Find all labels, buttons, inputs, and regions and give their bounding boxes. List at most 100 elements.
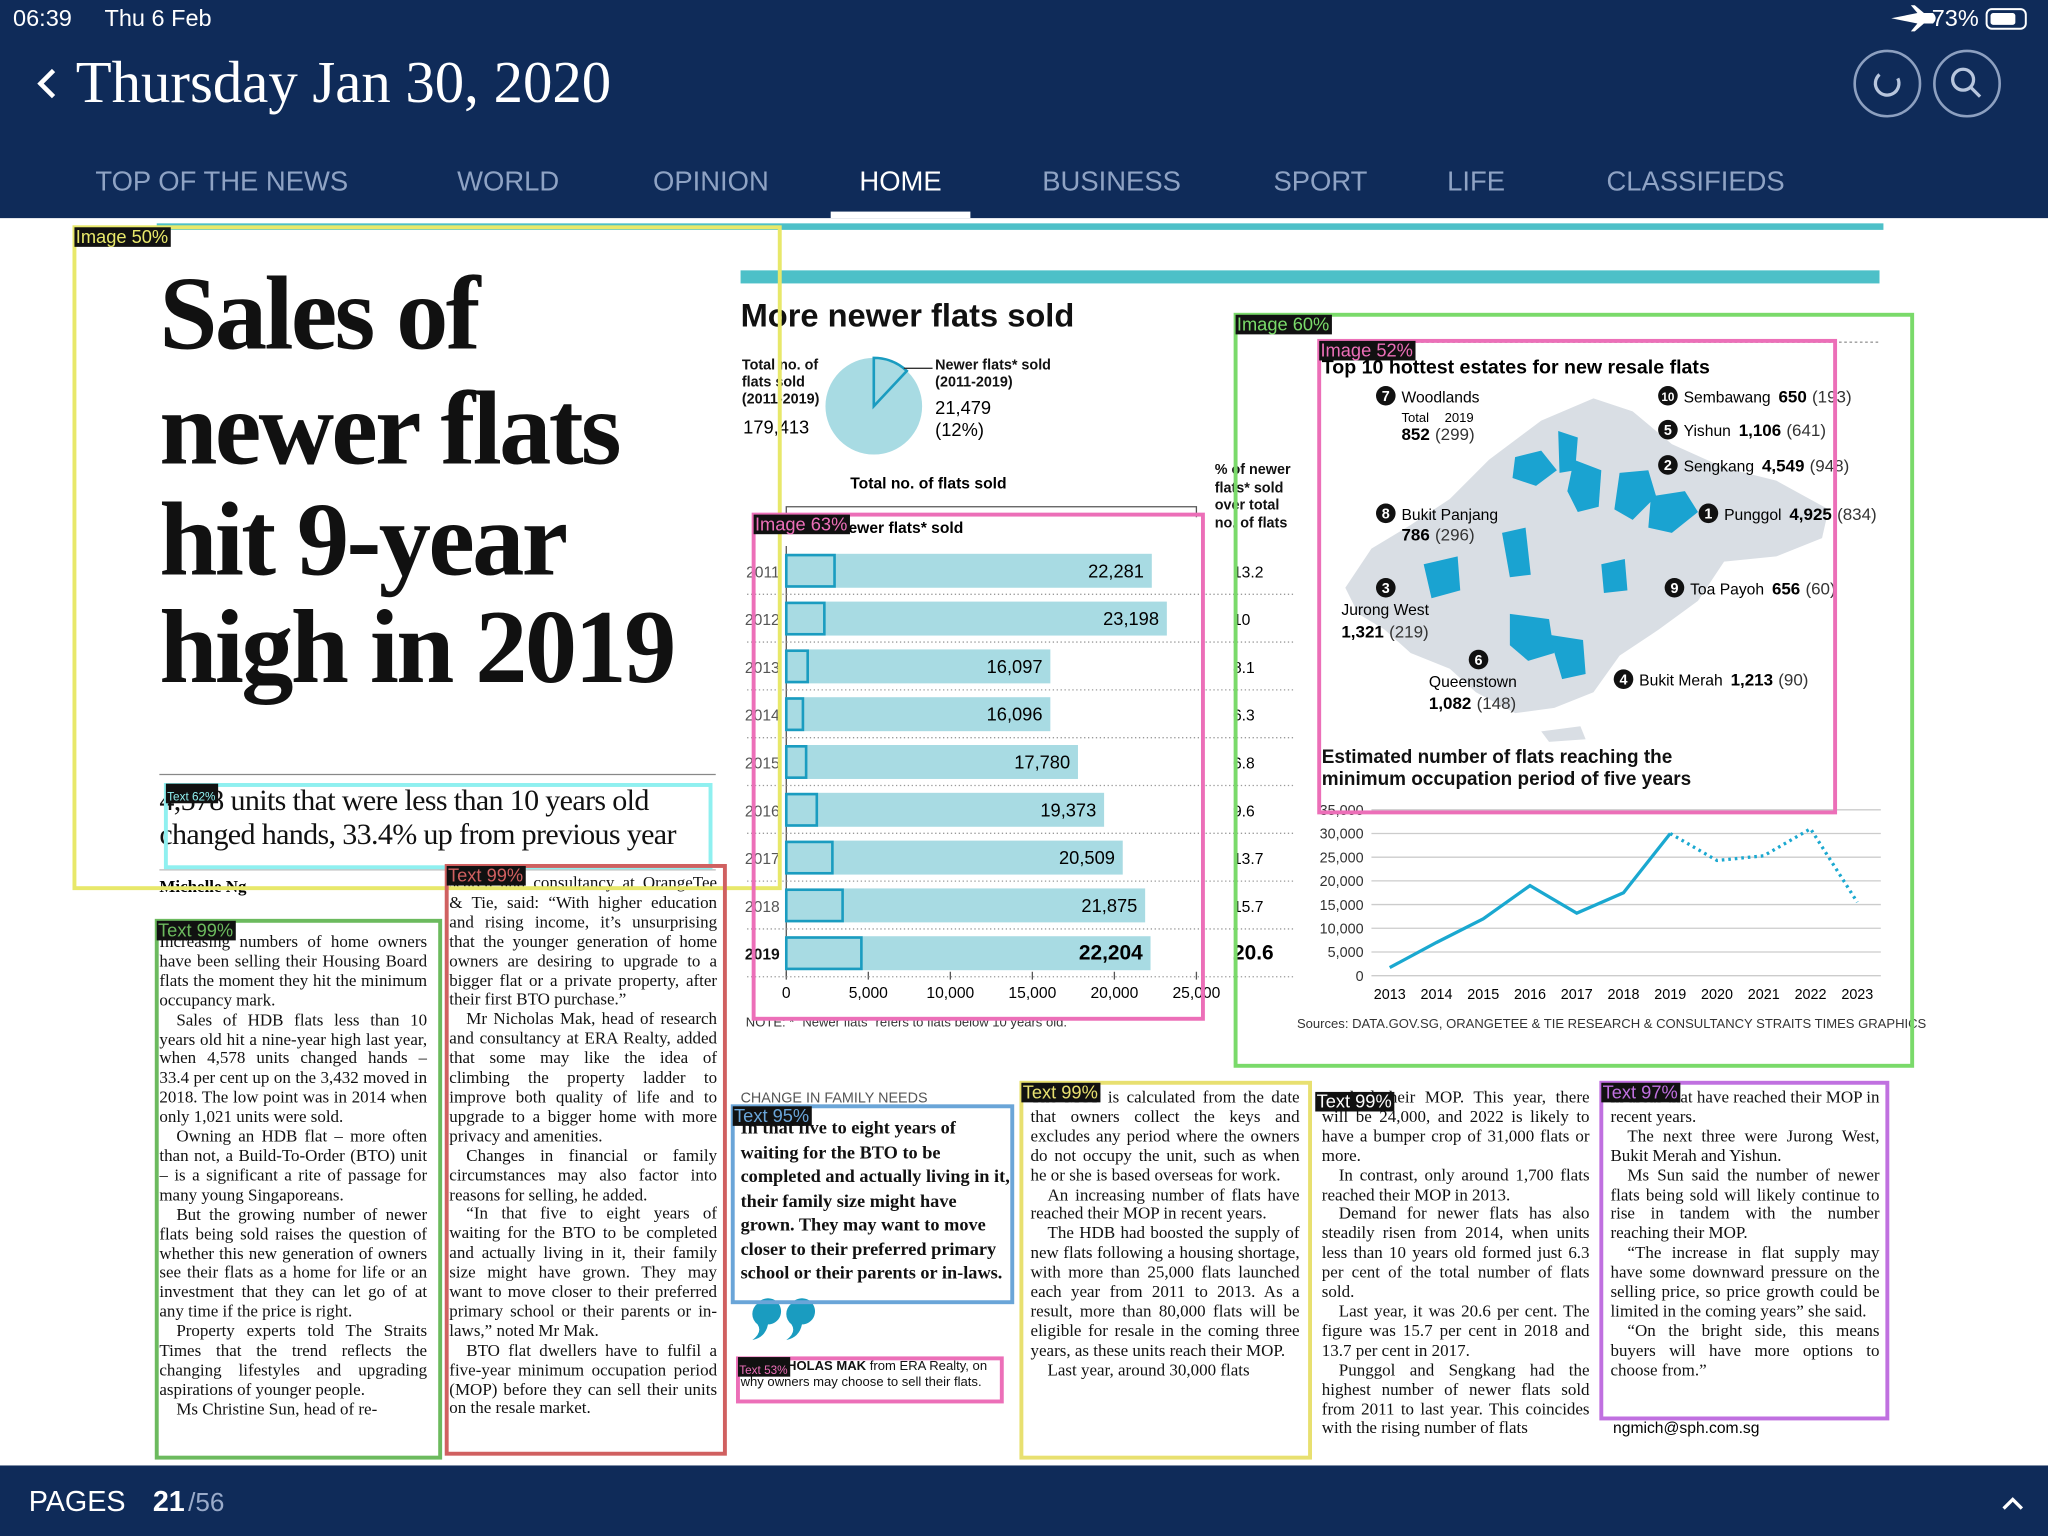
data-label: 17,780	[1014, 752, 1070, 773]
bar	[784, 936, 863, 971]
map-key: 2019	[1445, 410, 1474, 425]
detection-label: Text 99%	[1317, 1091, 1392, 1112]
nav-tab[interactable]: HOME	[859, 166, 941, 197]
share-label: 13.7	[1233, 851, 1263, 868]
status-date: Thu 6 Feb	[104, 5, 211, 31]
nav-tab[interactable]: LIFE	[1447, 166, 1505, 197]
refresh-icon	[1873, 73, 1901, 97]
detection-label-bg	[1319, 340, 1416, 361]
estate-total: 656	[1772, 579, 1800, 598]
x-tick-label: 2018	[1608, 987, 1640, 1003]
bar	[784, 697, 805, 732]
x-tick-label: 25,000	[1172, 985, 1220, 1002]
rank-badge	[1376, 577, 1396, 598]
text-column: Increasing numbers of home owners have b…	[159, 933, 427, 1420]
bar	[786, 745, 1078, 779]
map-title: Top 10 hottest estates for new resale fl…	[1322, 357, 1710, 379]
pie-label-wrap: Total no. of flats sold (2011-2019)	[742, 358, 826, 409]
status-battery: 73%	[1932, 5, 1979, 31]
estate-region	[1567, 459, 1602, 512]
paragraph: The HDB had boosted the supply of new fl…	[1030, 1222, 1300, 1360]
back-button[interactable]	[37, 68, 56, 99]
estate-region	[1423, 556, 1461, 599]
detection-label: Image 60%	[1237, 313, 1329, 334]
header-bg	[0, 0, 2048, 219]
estate-name: Woodlands	[1401, 389, 1479, 406]
bar	[784, 553, 836, 588]
text-column-box: search and consultancy at OrangeTee & Ti…	[449, 874, 718, 1418]
detection-box	[1019, 1080, 1312, 1460]
pie-value: 179,413	[743, 417, 809, 438]
paragraph: An increasing number of flats have reach…	[1030, 1184, 1300, 1224]
pull-quote: In that five to eight years of waiting f…	[740, 1119, 1010, 1284]
nav-tab[interactable]: SPORT	[1273, 166, 1367, 197]
pie-slice	[872, 356, 909, 410]
detection-box	[730, 1104, 1015, 1305]
y-tick-label: 2018	[745, 899, 780, 916]
share-header-wrap-box: % of newer flats* sold over total no. of…	[1214, 462, 1291, 531]
airplane-icon	[1891, 5, 1936, 32]
estate-name: Queenstown	[1429, 674, 1517, 691]
detection-label: Text 95%	[734, 1105, 809, 1126]
graphic-rule	[740, 270, 1880, 284]
estate-total: 1,106	[1739, 421, 1781, 440]
estate-total: 1,321	[1341, 622, 1383, 641]
attribution-role: from ERA Realty, on why owners may choos…	[740, 1359, 988, 1390]
detection-box	[1599, 1080, 1890, 1421]
share-header: % of newer flats* sold over total no. of…	[1214, 462, 1291, 531]
paragraph: Mr Nicholas Mak, head of research and co…	[449, 1008, 718, 1146]
detection-label: Text 62%	[167, 791, 216, 804]
top-rule	[156, 223, 1884, 230]
estate-newer: (299)	[1435, 425, 1475, 444]
y-tick-label: 0	[1356, 969, 1364, 985]
refresh-button[interactable]	[1853, 49, 1922, 118]
data-label: 16,097	[987, 656, 1043, 677]
pie-label-wrap-box: Newer flats* sold (2011-2019)	[935, 357, 1051, 391]
nav-tab[interactable]: BUSINESS	[1042, 166, 1181, 197]
pie-label-wrap-box: Total no. of flats sold (2011-2019)	[742, 358, 826, 409]
annotation-bracket	[785, 506, 1198, 518]
bar	[784, 601, 826, 636]
detection-box	[154, 918, 443, 1460]
text-column-box: in areas that have reached their MOP in …	[1610, 1088, 1879, 1379]
search-button[interactable]	[1933, 49, 2001, 118]
estate-region	[1601, 559, 1628, 593]
paragraph: In contrast, only around 1,700 flats rea…	[1321, 1164, 1590, 1204]
x-tick-label: 2014	[1420, 987, 1452, 1003]
detection-label-bg	[156, 920, 236, 941]
y-tick-label: 2015	[745, 756, 780, 773]
expand-button[interactable]	[2002, 1497, 2024, 1510]
estate-region	[1558, 431, 1578, 473]
nav-tab[interactable]: WORLD	[457, 166, 559, 197]
y-tick-label: 2017	[745, 851, 780, 868]
estate-total: 1,082	[1429, 694, 1471, 713]
estate-newer: (641)	[1786, 421, 1826, 440]
share-label: 13.2	[1233, 564, 1263, 581]
y-tick-label: 5,000	[1328, 945, 1364, 961]
standfirst-wrap: 4,578 units that were less than 10 years…	[159, 784, 718, 852]
paragraph: Demand for newer flats has also steadily…	[1321, 1203, 1590, 1301]
map-key: Total	[1401, 410, 1429, 425]
line-chart-title: Estimated number of flats reaching the m…	[1321, 747, 1692, 791]
estate-total: 4,549	[1762, 457, 1804, 476]
text-column-box: reached their MOP. This year, there will…	[1321, 1088, 1590, 1437]
pull-quote-wrap: In that five to eight years of waiting f…	[741, 1118, 1011, 1287]
nav-tab[interactable]: OPINION	[653, 166, 769, 197]
bar	[786, 888, 1146, 923]
line-title-wrap: Estimated number of flats reaching the m…	[1322, 747, 1753, 791]
estate-name: Punggol	[1724, 507, 1781, 524]
detection-label-bg	[74, 227, 171, 247]
data-label: 22,281	[1088, 560, 1144, 581]
x-tick-label: 2016	[1514, 987, 1546, 1003]
pie-label: Newer flats* sold (2011-2019)	[935, 357, 1051, 391]
paragraph: Ms Christine Sun, head of re-	[176, 1398, 378, 1419]
detection-label: Text 99%	[448, 865, 523, 886]
y-tick-label: 10,000	[1320, 922, 1364, 938]
nav-tab[interactable]: CLASSIFIEDS	[1607, 166, 1785, 197]
x-tick-label: 5,000	[849, 985, 888, 1002]
nav-tab[interactable]: TOP OF THE NEWS	[95, 166, 348, 197]
search-icon	[1951, 67, 1976, 92]
estate-newer: (834)	[1837, 505, 1877, 524]
status-time: 06:39	[13, 5, 72, 31]
rank-number: 8	[1382, 507, 1390, 523]
